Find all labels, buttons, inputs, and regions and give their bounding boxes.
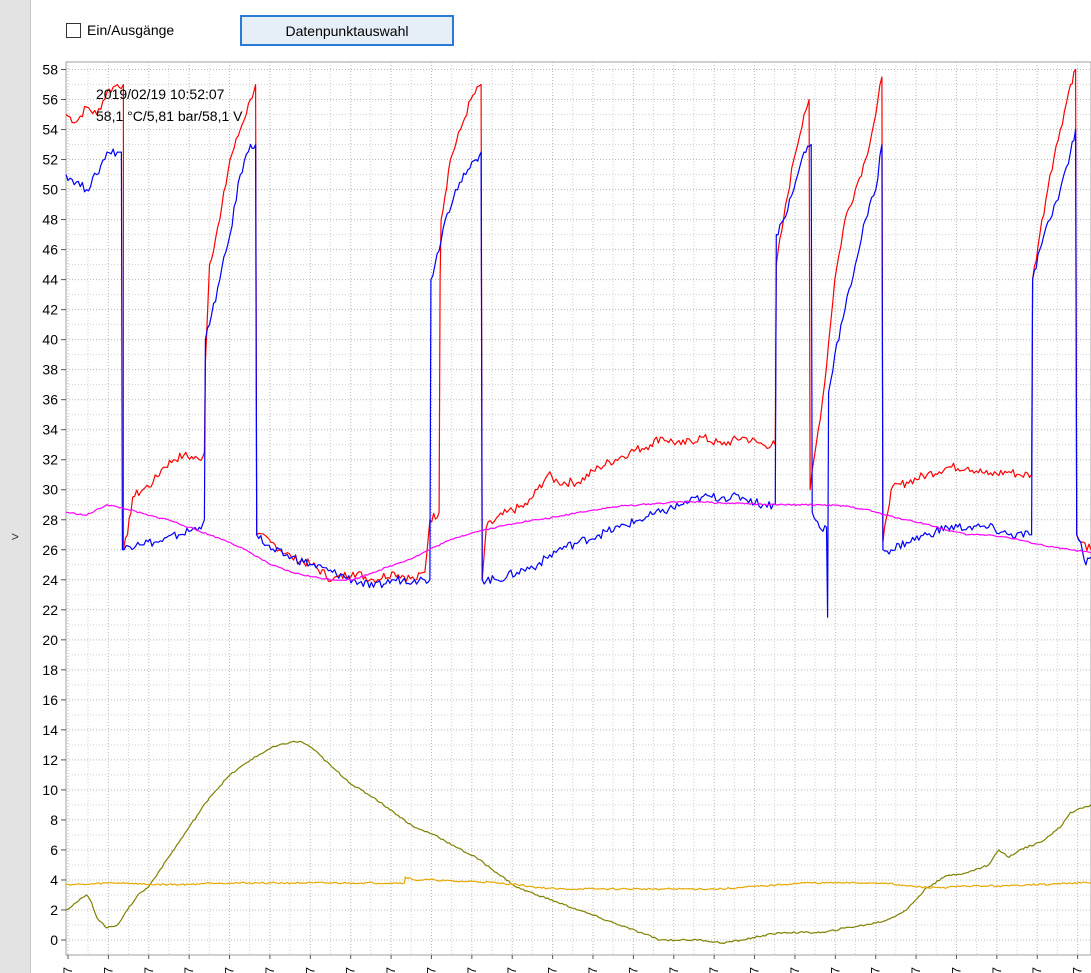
y-tick-label: 40 <box>42 332 58 348</box>
y-tick-label: 8 <box>50 812 58 828</box>
x-tick-label: 7 <box>384 967 398 973</box>
series-line-2 <box>65 128 1091 618</box>
y-tick-label: 42 <box>42 302 58 318</box>
y-tick-label: 24 <box>42 572 58 588</box>
x-tick-label: 7 <box>949 967 963 973</box>
series-line-1 <box>65 68 1091 584</box>
y-tick-label: 54 <box>42 122 58 138</box>
y-tick-label: 34 <box>42 422 58 438</box>
datenpunktauswahl-button[interactable]: Datenpunktauswahl <box>240 15 454 46</box>
y-tick-label: 0 <box>50 932 58 948</box>
x-tick-label: 7 <box>626 967 640 973</box>
x-tick-label: 7 <box>61 967 75 973</box>
x-tick-label: 7 <box>990 967 1004 973</box>
x-tick-label: 7 <box>1071 967 1085 973</box>
y-tick-label: 46 <box>42 242 58 258</box>
y-tick-label: 38 <box>42 362 58 378</box>
expand-panel-toggle[interactable]: > <box>11 529 19 544</box>
x-tick-label: 7 <box>263 967 277 973</box>
y-tick-label: 12 <box>42 752 58 768</box>
x-tick-label: 7 <box>223 967 237 973</box>
y-tick-label: 16 <box>42 692 58 708</box>
tooltip-values: 58,1 °C/5,81 bar/58,1 V <box>96 108 243 124</box>
y-tick-label: 52 <box>42 152 58 168</box>
y-tick-label: 36 <box>42 392 58 408</box>
x-tick-label: 7 <box>465 967 479 973</box>
y-tick-label: 4 <box>50 872 58 888</box>
ein-ausgaenge-checkbox[interactable] <box>66 23 81 38</box>
ein-ausgaenge-label: Ein/Ausgänge <box>87 22 175 38</box>
y-tick-label: 2 <box>50 902 58 918</box>
y-tick-label: 14 <box>42 722 58 738</box>
x-tick-label: 7 <box>707 967 721 973</box>
x-tick-label: 7 <box>344 967 358 973</box>
trend-chart[interactable]: 0246810121416182022242628303234363840424… <box>31 58 1091 973</box>
x-tick-label: 7 <box>788 967 802 973</box>
x-tick-label: 7 <box>748 967 762 973</box>
tooltip-timestamp: 2019/02/19 10:52:07 <box>96 86 225 102</box>
x-tick-label: 7 <box>303 967 317 973</box>
plot-area <box>65 61 1091 956</box>
y-tick-label: 30 <box>42 482 58 498</box>
y-tick-label: 6 <box>50 842 58 858</box>
y-tick-label: 50 <box>42 182 58 198</box>
x-tick-label: 7 <box>182 967 196 973</box>
y-tick-label: 10 <box>42 782 58 798</box>
y-tick-label: 20 <box>42 632 58 648</box>
y-tick-label: 18 <box>42 662 58 678</box>
x-tick-label: 7 <box>1030 967 1044 973</box>
x-tick-label: 7 <box>828 967 842 973</box>
series-line-5 <box>65 876 1091 891</box>
x-tick-label: 7 <box>869 967 883 973</box>
series-line-3 <box>65 500 1091 582</box>
y-tick-label: 44 <box>42 272 58 288</box>
y-tick-label: 22 <box>42 602 58 618</box>
x-tick-label: 7 <box>546 967 560 973</box>
x-tick-label: 7 <box>424 967 438 973</box>
y-tick-label: 26 <box>42 542 58 558</box>
toolbar <box>31 0 1091 58</box>
x-tick-label: 7 <box>142 967 156 973</box>
y-tick-label: 58 <box>42 62 58 78</box>
y-tick-label: 56 <box>42 92 58 108</box>
y-tick-label: 32 <box>42 452 58 468</box>
x-tick-label: 7 <box>667 967 681 973</box>
y-tick-label: 48 <box>42 212 58 228</box>
x-tick-label: 7 <box>505 967 519 973</box>
x-tick-label: 7 <box>909 967 923 973</box>
y-tick-label: 28 <box>42 512 58 528</box>
x-tick-label: 7 <box>586 967 600 973</box>
left-side-panel: > <box>0 0 31 973</box>
series-line-4 <box>65 740 1091 945</box>
x-tick-label: 7 <box>101 967 115 973</box>
